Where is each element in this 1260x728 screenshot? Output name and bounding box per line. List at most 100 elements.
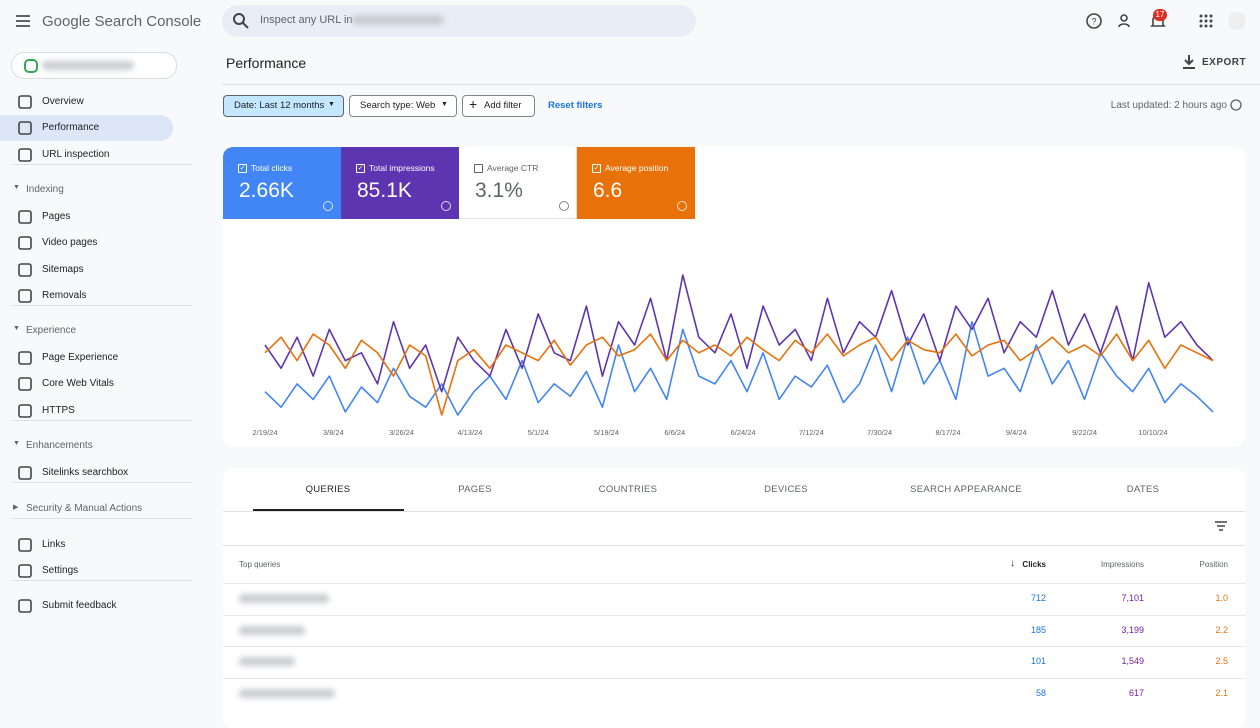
tab[interactable]: SEARCH APPEARANCE — [910, 484, 1022, 495]
export-icon[interactable] — [1180, 53, 1198, 71]
last-updated: Last updated: 2 hours ago — [1110, 100, 1227, 111]
tab-divider — [223, 511, 1245, 512]
nav-icon[interactable] — [16, 349, 34, 367]
metric-label: Average position — [605, 163, 669, 173]
updated-help[interactable] — [1227, 96, 1245, 114]
nav-divider — [12, 580, 192, 582]
nav-item[interactable]: Video pages — [42, 237, 98, 249]
nav-section-title[interactable]: Experience — [26, 325, 77, 337]
metric-help — [677, 201, 687, 211]
nav-icon[interactable] — [16, 119, 34, 137]
column-header[interactable]: Position — [1199, 560, 1228, 569]
metric-tile[interactable] — [223, 147, 341, 219]
nav-item[interactable]: Page Experience — [42, 352, 119, 364]
help-icon[interactable]: ? — [1085, 12, 1103, 30]
cell-position: 2.1 — [1215, 687, 1228, 698]
nav-icon[interactable] — [16, 536, 34, 554]
users-icon[interactable] — [1117, 12, 1135, 30]
tab[interactable]: COUNTRIES — [598, 484, 658, 495]
filter-rows-icon-glyph — [1215, 521, 1227, 531]
blurred-domain — [352, 15, 444, 25]
metric-tile[interactable] — [577, 147, 695, 219]
metric-value: 3.1% — [475, 179, 523, 202]
blurred-query — [239, 688, 335, 698]
tab-underline — [253, 509, 404, 511]
column-header[interactable]: Clicks — [1022, 560, 1046, 569]
filter-rows-icon[interactable] — [1212, 517, 1230, 535]
nav-selected — [0, 115, 173, 142]
page-title: Performance — [226, 55, 307, 71]
nav-section-title[interactable]: Enhancements — [26, 440, 93, 452]
nav-item[interactable]: Core Web Vitals — [42, 378, 114, 390]
cell-impressions: 1,549 — [1121, 656, 1144, 666]
metric-value: 2.66K — [239, 179, 294, 202]
nav-item[interactable]: Submit feedback — [42, 600, 117, 612]
filter-chip[interactable] — [462, 95, 535, 117]
nav-divider — [12, 420, 192, 421]
nav-divider — [12, 305, 192, 307]
cell-position: 1.0 — [1215, 593, 1228, 603]
search-box[interactable] — [222, 5, 696, 37]
nav-icon-glyph — [18, 147, 32, 162]
nav-icon[interactable] — [16, 261, 34, 279]
column-header[interactable]: Impressions — [1100, 560, 1144, 569]
nav-icon[interactable] — [16, 597, 34, 615]
cell-impressions: 617 — [1128, 687, 1144, 698]
nav-item[interactable]: URL inspection — [42, 148, 110, 160]
nav-item[interactable]: Overview — [42, 96, 84, 107]
account-avatar[interactable] — [1228, 12, 1246, 30]
nav-item[interactable]: Performance — [42, 122, 100, 134]
tab[interactable]: PAGES — [458, 484, 492, 495]
nav-item[interactable]: Sitemaps — [42, 263, 84, 275]
search-icon[interactable] — [232, 12, 250, 30]
nav-icon[interactable] — [16, 375, 34, 393]
apps-icon[interactable] — [1197, 12, 1215, 30]
nav-item[interactable]: HTTPS — [42, 404, 75, 416]
nav-divider — [12, 482, 192, 484]
column-header[interactable]: Top queries — [239, 560, 281, 569]
tab[interactable]: DEVICES — [764, 484, 808, 495]
nav-icon[interactable] — [16, 287, 34, 305]
nav-item[interactable]: Settings — [42, 564, 79, 576]
help-icon-glyph: ? — [1086, 13, 1102, 29]
cell-clicks: 58 — [1035, 687, 1046, 698]
nav-caret: ▼ — [13, 440, 20, 448]
nav-item[interactable]: Links — [42, 538, 66, 550]
filter-label: Date: Last 12 months — [234, 100, 325, 111]
nav-icon[interactable] — [16, 234, 34, 252]
nav-icon[interactable] — [16, 402, 34, 420]
nav-section-title[interactable]: Indexing — [26, 184, 64, 196]
metric-tile[interactable] — [341, 147, 459, 219]
table-card — [223, 468, 1245, 728]
nav-icon[interactable] — [16, 208, 34, 226]
nav-caret: ▼ — [13, 184, 20, 192]
nav-item[interactable]: Pages — [42, 210, 71, 222]
filter-chip[interactable] — [223, 95, 344, 117]
x-tick-label: 4/13/24 — [457, 428, 482, 437]
menu-icon[interactable] — [14, 12, 32, 30]
nav-icon[interactable] — [16, 464, 34, 482]
cell-position: 2.2 — [1215, 624, 1228, 635]
tab[interactable]: QUERIES — [305, 484, 351, 495]
chip-caret: ▼ — [441, 101, 448, 108]
sort-arrow: ↓ — [1010, 558, 1015, 569]
row-divider — [223, 614, 1245, 616]
nav-icon-glyph — [18, 403, 32, 418]
nav-icon[interactable] — [16, 93, 34, 111]
nav-icon[interactable] — [16, 146, 34, 164]
metric-help — [323, 201, 333, 211]
nav-section-title[interactable]: Security & Manual Actions — [26, 502, 143, 514]
cell-position: 2.5 — [1215, 656, 1228, 666]
filter-chip[interactable] — [349, 95, 457, 117]
nav-item[interactable]: Sitelinks searchbox — [42, 467, 129, 478]
reset-filters[interactable]: Reset filters — [548, 100, 603, 111]
metric-checkbox: ✓ — [356, 164, 365, 173]
nav-item[interactable]: Removals — [42, 289, 87, 301]
metric-label: Total impressions — [369, 163, 435, 173]
metric-tile[interactable] — [459, 147, 577, 219]
x-tick-label: 7/30/24 — [867, 428, 892, 437]
export-button[interactable]: EXPORT — [1202, 57, 1247, 68]
nav-icon[interactable] — [16, 562, 34, 580]
add-icon: + — [469, 96, 478, 112]
tab[interactable]: DATES — [1126, 484, 1160, 495]
